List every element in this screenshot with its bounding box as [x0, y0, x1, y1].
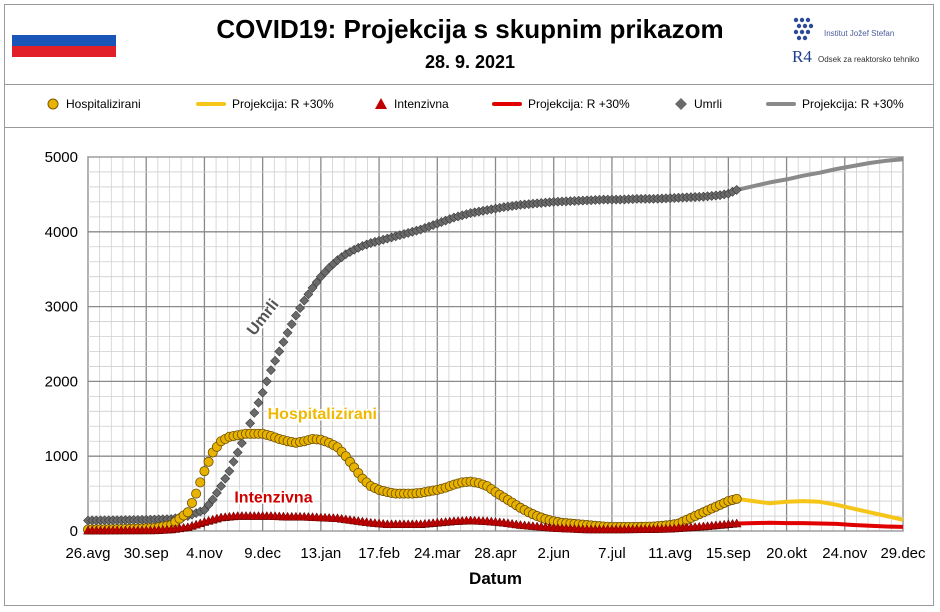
x-tick-label: 17.feb: [358, 545, 400, 562]
umrli-point: [299, 295, 310, 306]
y-tick-label: 5000: [45, 149, 78, 166]
x-tick-label: 24.mar: [414, 545, 461, 562]
umrli-point: [290, 310, 301, 321]
circle-marker-icon: [47, 98, 59, 110]
diamond-marker-icon: [675, 98, 687, 110]
legend-item-intenzivna: Intenzivna: [374, 97, 449, 111]
line-swatch-icon: [196, 102, 226, 106]
umrli-point: [731, 184, 742, 195]
umrli-point: [286, 319, 297, 330]
series-line: [736, 496, 904, 522]
intenzivna-point: [731, 518, 742, 528]
legend-label: Hospitalizirani: [66, 97, 141, 111]
legend-label: Intenzivna: [394, 97, 449, 111]
legend-label: Projekcija: R +30%: [802, 97, 904, 111]
hospitalizirani-point: [186, 497, 197, 508]
x-tick-label: 2.jun: [537, 545, 570, 562]
slovenia-flag-icon: [12, 24, 116, 57]
x-axis-label: Datum: [469, 569, 522, 588]
umrli-point: [228, 456, 239, 467]
legend-label: Projekcija: R +30%: [232, 97, 334, 111]
umrli-point: [261, 376, 272, 387]
umrli-point: [216, 481, 226, 492]
umrli-point: [220, 473, 231, 484]
umrli-point: [249, 407, 260, 418]
ijs-logo: Institut Jožef Stefan R4 Odsek za reakto…: [788, 14, 928, 74]
chart-date: 28. 9. 2021: [424, 52, 516, 72]
x-tick-label: 29.dec: [880, 545, 926, 562]
legend-label: Projekcija: R +30%: [528, 97, 630, 111]
department-name: Odsek za reaktorsko tehniko: [818, 55, 920, 64]
legend-item-projekcija-int: Projekcija: R +30%: [492, 97, 630, 111]
umrli-point: [307, 282, 318, 293]
series-line: [736, 520, 904, 529]
legend-item-hospitalizirani: Hospitalizirani: [46, 97, 141, 111]
x-tick-label: 20.okt: [766, 545, 808, 562]
umrli-point: [274, 346, 285, 357]
umrli-point: [245, 418, 256, 429]
umrli-point: [282, 327, 293, 338]
x-tick-label: 11.avg: [648, 545, 692, 562]
ijs-dots-icon: [793, 17, 814, 41]
hospitalizirani-point: [182, 507, 193, 518]
y-tick-label: 0: [70, 523, 78, 540]
umrli-point: [211, 487, 222, 498]
hospitalizirani-point: [195, 477, 206, 488]
legend: Hospitalizirani Projekcija: R +30% Inten…: [4, 84, 934, 128]
chart-frame: [4, 4, 934, 606]
triangle-marker-icon: [375, 98, 387, 109]
ijs-institute-name: Institut Jožef Stefan: [824, 29, 895, 38]
legend-item-projekcija-umrli: Projekcija: R +30%: [766, 97, 904, 111]
x-tick-label: 26.avg: [65, 545, 110, 562]
y-tick-label: 2000: [45, 373, 78, 390]
umrli-point: [295, 303, 305, 314]
x-tick-label: 7.jul: [598, 545, 626, 562]
umrli-point: [207, 494, 218, 505]
umrli-point: [224, 466, 235, 477]
x-tick-label: 30.sep: [124, 545, 169, 562]
umrli-point: [232, 447, 243, 458]
x-tick-label: 4.nov: [186, 545, 223, 562]
umrli-point: [270, 355, 281, 366]
x-tick-label: 24.nov: [822, 545, 868, 562]
hospitalizirani-point: [203, 456, 214, 467]
annotation-hospitalizirani: Hospitalizirani: [268, 406, 377, 423]
umrli-point: [257, 387, 268, 398]
y-tick-label: 3000: [45, 299, 78, 316]
x-tick-label: 15.sep: [706, 545, 751, 562]
y-tick-label: 1000: [45, 448, 78, 465]
umrli-point: [311, 277, 322, 288]
hospitalizirani-point: [731, 493, 742, 504]
umrli-point: [236, 438, 247, 449]
hospitalizirani-point: [199, 466, 210, 477]
line-swatch-icon: [766, 102, 796, 106]
x-tick-label: 28.apr: [474, 545, 517, 562]
series-line: [736, 157, 904, 192]
y-tick-label: 4000: [45, 224, 78, 241]
line-swatch-icon: [492, 102, 522, 106]
legend-item-projekcija-hosp: Projekcija: R +30%: [196, 97, 334, 111]
r4-logo: R4: [792, 47, 812, 66]
annotation-intenzivna: Intenzivna: [234, 490, 312, 507]
umrli-point: [253, 397, 264, 408]
chart-title: COVID19: Projekcija s skupnim prikazom: [216, 14, 724, 44]
legend-label: Umrli: [694, 97, 722, 111]
x-tick-label: 13.jan: [300, 545, 341, 562]
umrli-point: [303, 289, 314, 300]
hospitalizirani-point: [191, 488, 202, 499]
legend-item-umrli: Umrli: [674, 97, 722, 111]
chart-plot: 0 1000 2000 3000 4000 5000 26.avg 30.sep 4.nov 9.…: [45, 149, 926, 588]
x-tick-label: 9.dec: [244, 545, 281, 562]
umrli-point: [266, 365, 276, 376]
umrli-point: [278, 337, 289, 348]
